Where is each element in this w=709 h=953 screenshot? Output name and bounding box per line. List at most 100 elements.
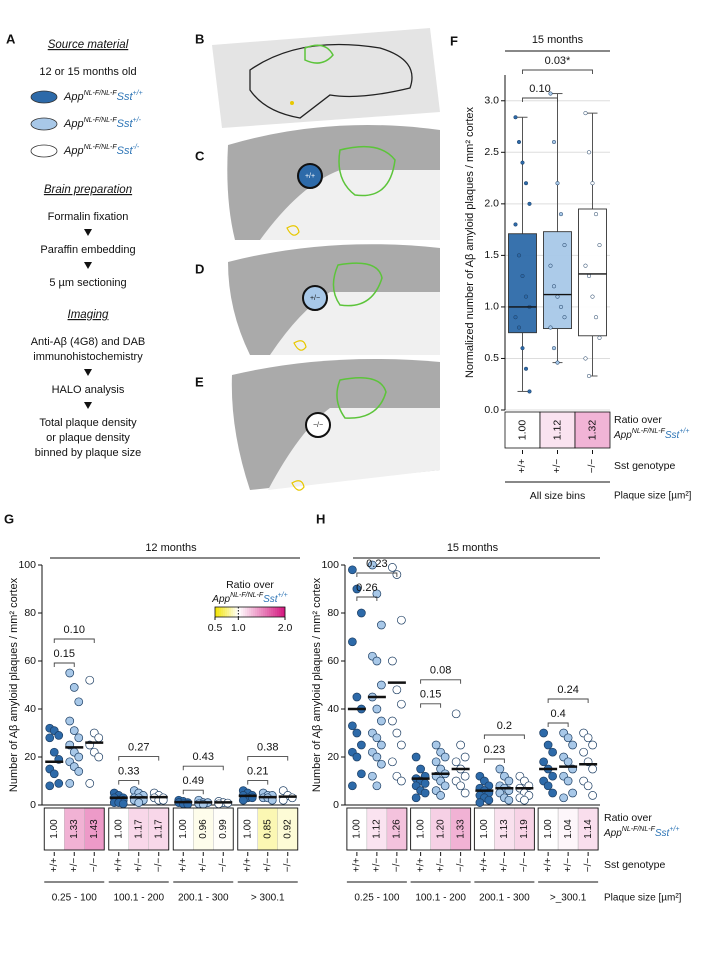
ratio-label: 0.85	[262, 819, 273, 839]
panel-label: E	[195, 374, 204, 389]
point	[597, 335, 602, 340]
p-value: 0.2	[497, 720, 512, 732]
ratio-block	[410, 807, 472, 851]
x-tick-label: +/−	[69, 858, 80, 873]
ratio-label: 1.04	[563, 819, 574, 839]
x-tick-label: −/−	[218, 858, 229, 873]
colorbar-cell	[269, 607, 272, 617]
ratio-label: 1.12	[372, 819, 383, 839]
mod-sup: +/-	[133, 117, 142, 124]
p-value: 0.27	[128, 742, 149, 754]
point	[352, 752, 362, 762]
panel-label: C	[195, 148, 205, 163]
y-tick-label: 1.5	[484, 249, 499, 261]
point	[440, 752, 450, 762]
point	[352, 728, 362, 738]
point	[74, 767, 84, 776]
y-label: Number of Aβ amyloid plaques / mm² corte…	[311, 577, 323, 792]
point	[563, 733, 573, 743]
x-tick-label: +/+	[415, 858, 426, 873]
point	[590, 294, 595, 299]
point	[45, 781, 55, 791]
point	[416, 764, 425, 774]
point	[583, 111, 588, 116]
point	[377, 680, 386, 690]
bin-label: 100.1 - 200	[113, 893, 164, 904]
box	[578, 208, 607, 337]
point	[118, 799, 128, 809]
label: Sst genotype	[604, 859, 665, 871]
point	[548, 263, 553, 268]
step: Anti-Aβ (4G8) and DAB	[31, 336, 146, 348]
y-tick-label: 40	[24, 703, 36, 715]
point	[368, 771, 377, 781]
p-value: 0.15	[54, 648, 75, 660]
inset-genotype: −/−	[313, 422, 323, 429]
colorbar-frame	[214, 606, 286, 618]
point	[388, 716, 397, 726]
genotype: AppNL-F/NL-FSst+/+	[613, 428, 689, 441]
mod: Sst	[117, 145, 134, 157]
ratio-block	[537, 807, 599, 851]
point	[411, 793, 421, 803]
colorbar-cell	[229, 607, 232, 617]
x-tick-label: −/−	[392, 858, 403, 873]
mouse-icons	[30, 90, 58, 158]
mod: Sst	[117, 91, 134, 103]
colorbar-cell	[225, 607, 228, 617]
p-value: 0.15	[420, 689, 441, 701]
point	[214, 799, 224, 809]
point	[558, 212, 564, 217]
bracket	[547, 722, 569, 727]
group-label: All size bins	[530, 490, 585, 502]
bin-label: 200.1 - 300	[479, 893, 530, 904]
ratio-label: 1.33	[69, 819, 80, 839]
mod: Sst	[665, 430, 681, 441]
step: 5 µm sectioning	[49, 277, 126, 289]
bracket	[547, 698, 589, 703]
step: immunohistochemistry	[33, 351, 143, 363]
p-value: 0.21	[247, 766, 268, 778]
p-value: 0.38	[257, 742, 278, 754]
ratio-label: 1.43	[89, 819, 100, 839]
colorbar-cell	[273, 607, 276, 617]
mod: Sst	[655, 828, 671, 839]
point	[460, 788, 470, 798]
bracket	[247, 780, 269, 785]
ratio-label: 1.20	[435, 819, 446, 839]
x-tick-label: +/−	[372, 858, 383, 873]
x-tick-label: +/−	[552, 459, 563, 474]
colorbar-cell	[227, 607, 230, 617]
point	[238, 795, 248, 805]
gene: App	[63, 118, 84, 130]
mod-sup: +/+	[679, 428, 689, 435]
point	[69, 726, 79, 735]
point	[420, 788, 430, 798]
point	[134, 798, 144, 807]
colorbar-cell	[221, 607, 224, 617]
point	[495, 764, 505, 774]
mod-sup: +/+	[278, 592, 288, 599]
point	[539, 728, 548, 738]
point	[74, 752, 84, 762]
point	[588, 791, 597, 800]
x-tick-label: −/−	[583, 858, 594, 873]
point	[357, 608, 366, 618]
point	[586, 373, 592, 379]
bin-label: > 300.1	[251, 893, 285, 904]
p-value: 0.03*	[545, 55, 571, 67]
label: Ratio over	[226, 579, 274, 591]
y-tick-label: 0.0	[484, 404, 499, 416]
point	[377, 740, 386, 750]
step: binned by plaque size	[35, 447, 141, 459]
ratio-label: 1.00	[352, 819, 363, 839]
point	[588, 740, 597, 750]
point	[54, 731, 64, 740]
ratio-block	[108, 807, 170, 851]
point	[586, 273, 592, 279]
x-tick-label: +/−	[499, 858, 510, 873]
point	[583, 733, 593, 743]
colorbar-cell	[257, 607, 260, 617]
genotype: AppNL-F/NL-FSst+/+	[211, 592, 287, 605]
p-value: 0.24	[557, 684, 578, 696]
